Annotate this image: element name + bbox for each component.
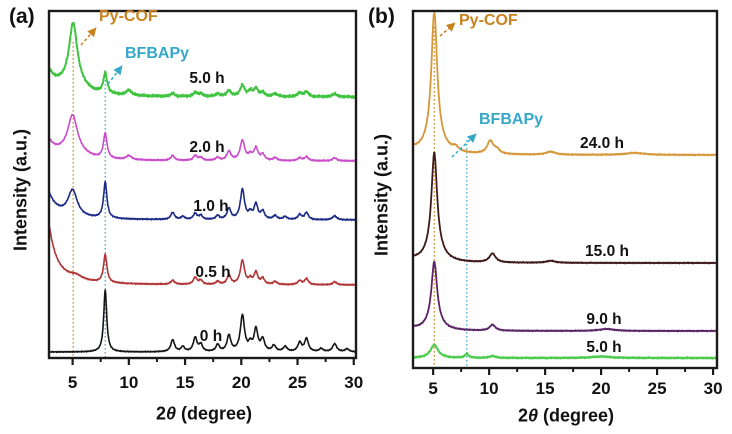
annotation-arrow-pycof-a xyxy=(80,27,97,46)
series-label-a-1.0h: 1.0 h xyxy=(193,198,228,215)
bfbapy-annotation-a: BFBAPy xyxy=(125,45,190,62)
series-label-b-15.0h: 15.0 h xyxy=(585,243,629,260)
series-label-b-9.0h: 9.0 h xyxy=(586,311,621,328)
bfbapy-annotation-b: BFBAPy xyxy=(479,111,544,128)
trace-a-5.0h xyxy=(48,21,357,100)
trace-b-15.0h xyxy=(412,151,718,265)
trace-a-1.0h xyxy=(48,180,357,222)
series-label-a-0h: 0 h xyxy=(200,328,222,345)
x-axis-label-a: 2θ (degree) xyxy=(156,404,252,425)
x-tick-label-b: 10 xyxy=(480,379,499,398)
series-label-a-5.0h: 5.0 h xyxy=(189,70,224,87)
x-tick-label-a: 30 xyxy=(344,373,363,392)
x-tick-label-b: 30 xyxy=(704,379,723,398)
series-label-b-24.0h: 24.0 h xyxy=(580,135,624,152)
y-axis-label-a: Intensity (a.u.) xyxy=(10,128,31,252)
plot-frame-a xyxy=(47,9,358,360)
trace-b-5.0h xyxy=(412,343,718,360)
plot-frame-b xyxy=(411,9,719,370)
theta-symbol-a: θ xyxy=(165,403,177,424)
trace-b-24.0h xyxy=(412,12,718,157)
annotation-arrow-bfbapy-a xyxy=(107,65,123,85)
trace-a-0.5h xyxy=(48,222,357,287)
x-tick-label-a: 15 xyxy=(176,373,195,392)
theta-symbol-b: θ xyxy=(527,405,539,426)
x-tick-label-b: 5 xyxy=(428,379,437,398)
pycof-annotation-a: Py-COF xyxy=(99,8,158,25)
x-tick-label-a: 5 xyxy=(68,373,77,392)
x-tick-label-b: 20 xyxy=(592,379,611,398)
annotation-arrow-pycof-b xyxy=(439,22,456,37)
x-axis-label-a-suffix: (degree) xyxy=(176,403,253,424)
x-tick-label-b: 15 xyxy=(536,379,555,398)
pycof-annotation-b: Py-COF xyxy=(459,12,518,29)
trace-b-9.0h xyxy=(412,260,718,333)
y-axis-label-b: Intensity (a.u.) xyxy=(371,133,392,257)
x-tick-label-a: 10 xyxy=(119,373,138,392)
x-tick-label-a: 25 xyxy=(288,373,307,392)
series-label-a-2.0h: 2.0 h xyxy=(189,139,224,156)
trace-a-0h xyxy=(48,289,357,354)
series-label-a-0.5h: 0.5 h xyxy=(195,264,230,281)
x-axis-label-a-prefix: 2 xyxy=(155,403,166,424)
x-tick-label-b: 25 xyxy=(648,379,667,398)
x-axis-label-b: 2θ (degree) xyxy=(518,406,614,427)
annotation-arrow-bfbapy-b xyxy=(451,133,477,158)
trace-a-2.0h xyxy=(48,114,357,163)
x-tick-label-a: 20 xyxy=(232,373,251,392)
x-axis-label-b-prefix: 2 xyxy=(517,405,528,426)
panel-a-label: (a) xyxy=(9,5,35,28)
x-axis-label-b-suffix: (degree) xyxy=(538,405,615,426)
panel-b-label: (b) xyxy=(368,5,395,28)
series-label-b-5.0h: 5.0 h xyxy=(586,339,621,356)
